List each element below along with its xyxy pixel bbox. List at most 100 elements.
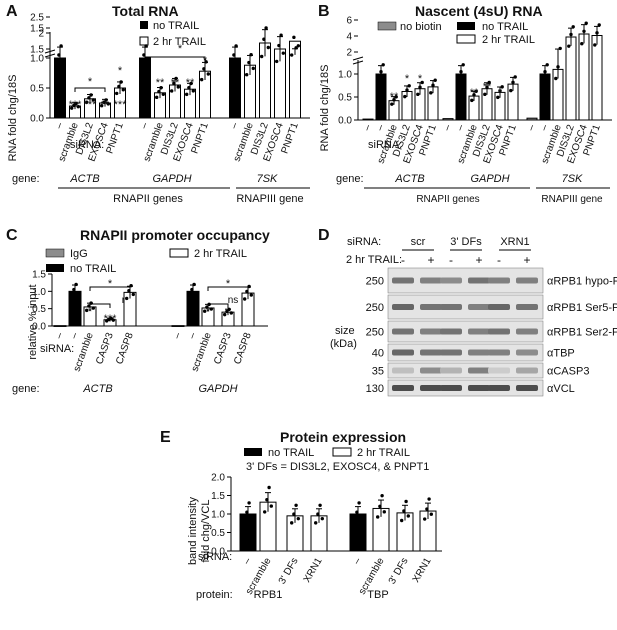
data-point <box>176 85 180 89</box>
category-tick-label: – <box>539 123 551 132</box>
data-point <box>263 510 267 514</box>
category-tick-label: – <box>54 331 66 340</box>
blot-band <box>440 349 462 356</box>
panel-b-title: Nascent (4sU) RNA <box>415 3 543 19</box>
blot-band <box>420 385 442 391</box>
blot-band <box>488 385 510 391</box>
blot-band <box>488 328 510 335</box>
y-tick-label: 2.5 <box>30 13 44 24</box>
y-tick-label: 0.5 <box>30 84 44 95</box>
category-tick-label: – <box>455 123 467 132</box>
y-tick-label: 1.0 <box>30 54 44 65</box>
size-marker: 250 <box>366 327 384 339</box>
legend-label: no TRAIL <box>153 20 199 32</box>
data-point <box>320 516 324 521</box>
blot-strip <box>387 320 544 343</box>
panel-b-letter: B <box>318 3 330 20</box>
significance-star: * <box>206 306 211 318</box>
significance-bracket <box>74 87 106 92</box>
data-point <box>125 296 129 301</box>
category-tick-label: – <box>69 331 81 340</box>
significance-star: * <box>498 87 503 99</box>
data-point <box>249 515 253 519</box>
data-point <box>380 493 384 498</box>
panel-b-gene-gapdh: GAPDH <box>470 173 509 185</box>
category-tick-label: CASP3 <box>94 331 116 366</box>
blot-band <box>420 328 442 335</box>
panel-e-ylabel-2: fold chg/VCL <box>200 500 212 563</box>
data-point <box>249 293 253 297</box>
category-tick-label: – <box>351 556 364 567</box>
data-point <box>91 98 96 102</box>
panel-a-gene-actb: ACTB <box>69 173 99 185</box>
blot-band <box>392 304 414 310</box>
blot-band <box>516 349 538 356</box>
category-tick-label: – <box>442 123 454 132</box>
data-point <box>359 515 363 519</box>
data-point <box>279 33 283 37</box>
data-point <box>423 517 427 521</box>
blot-band <box>392 349 414 356</box>
panel-a-legend: no TRAIL 2 hr TRAIL <box>139 20 206 48</box>
panel-c-gene-actb: ACTB <box>82 383 112 395</box>
data-point <box>188 295 192 300</box>
panel-e-note: 3' DFs = DIS3L2, EXOSC4, & PNPT1 <box>246 461 429 473</box>
data-point <box>191 89 195 93</box>
panel-d-size-label: size <box>335 325 355 337</box>
category-tick-label: – <box>362 123 374 132</box>
panel-c-sirna-label: siRNA: <box>40 343 74 355</box>
data-point <box>296 516 300 521</box>
blot-antibody-label: αCASP3 <box>547 366 589 378</box>
significance-star: ** <box>101 99 110 111</box>
y-tick-label: 1.5 <box>30 45 44 56</box>
significance-star: *** <box>84 99 98 111</box>
blot-band <box>516 385 538 391</box>
y-tick-label: 0.0 <box>338 116 352 127</box>
y-tick-label: 2 <box>346 48 352 59</box>
category-tick-label: – <box>187 331 199 340</box>
blot-band <box>392 385 414 391</box>
significance-star: ** <box>156 77 165 89</box>
blot-band <box>468 304 490 310</box>
panel-c-ns-gapdh: ns <box>228 295 239 306</box>
data-point <box>100 104 104 108</box>
significance-star: * <box>226 278 231 290</box>
category-tick-label: – <box>241 556 254 567</box>
legend-label: 2 hr TRAIL <box>194 248 247 260</box>
panel-c-gene-gapdh: GAPDH <box>198 383 237 395</box>
size-marker: 250 <box>366 302 384 314</box>
data-point <box>245 73 249 77</box>
data-point <box>185 92 189 97</box>
y-tick-label: 0.0 <box>32 322 46 333</box>
panel-b-ylabel: RNA fold chg/18S <box>319 65 331 152</box>
legend-swatch-no-trail <box>244 448 262 456</box>
data-point <box>140 67 144 71</box>
significance-star: * <box>88 306 93 318</box>
y-tick-label: 6 <box>346 16 352 27</box>
blot-antibody-label: αRPB1 Ser2-P <box>547 327 617 339</box>
category-tick-label: – <box>139 121 151 130</box>
y-tick-label: 1.5 <box>32 270 46 281</box>
significance-bracket <box>207 303 229 308</box>
data-point <box>155 95 159 100</box>
category-tick-label: – <box>172 331 184 340</box>
legend-swatch-no-trail <box>46 264 64 272</box>
data-point <box>260 54 264 59</box>
significance-star: * <box>418 73 423 85</box>
panel-e-legend: no TRAIL 2 hr TRAIL 3' DFs = DIS3L2, EXO… <box>244 447 429 473</box>
y-tick-label: 0.5 <box>32 304 46 315</box>
data-point <box>61 59 65 64</box>
legend-label: no TRAIL <box>268 447 314 459</box>
panel-a-group-rnapii: RNAPII genes <box>113 193 183 205</box>
data-point <box>406 514 410 518</box>
data-point <box>230 67 234 71</box>
panel-d-trail-label: 2 hr TRAIL: <box>346 254 402 266</box>
data-point <box>314 521 318 525</box>
trail-lane-label: + <box>523 253 530 267</box>
blot-band <box>468 328 490 335</box>
panel-d-sirna-xrn1: XRN1 <box>500 236 529 248</box>
y-tick-label: 1.0 <box>211 510 225 521</box>
category-tick-label: – <box>54 121 66 130</box>
blot-band <box>468 367 490 374</box>
bar <box>526 117 538 121</box>
